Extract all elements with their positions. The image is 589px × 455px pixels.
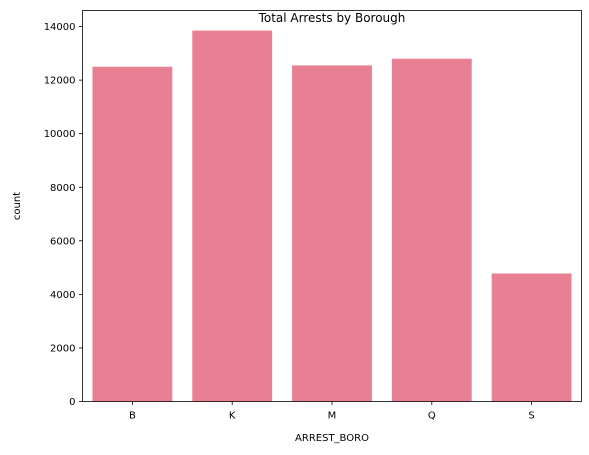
x-tick-label: M xyxy=(328,411,337,422)
y-tick-label: 2000 xyxy=(50,343,75,354)
y-tick-label: 14000 xyxy=(44,22,76,33)
bar-m xyxy=(292,65,372,402)
plot-frame xyxy=(82,10,582,402)
bar-b xyxy=(92,66,173,402)
bar-s xyxy=(491,273,572,402)
y-tick-label: 10000 xyxy=(44,129,76,140)
y-tick-label: 12000 xyxy=(44,76,76,87)
bar-k xyxy=(192,30,273,402)
bars-group xyxy=(92,30,572,402)
x-tick-label: S xyxy=(528,411,534,422)
y-axis: 0 2000 4000 6000 8000 10000 12000 14000 xyxy=(44,22,83,408)
y-axis-label: count xyxy=(12,192,23,220)
y-tick-label: 0 xyxy=(69,397,75,408)
chart-title: Total Arrests by Borough xyxy=(258,11,406,25)
x-tick-label: Q xyxy=(428,411,436,422)
bar-q xyxy=(391,58,472,402)
x-tick-label: B xyxy=(129,411,136,422)
y-tick-label: 6000 xyxy=(50,236,75,247)
x-axis-label: ARREST_BORO xyxy=(295,433,369,444)
y-tick-label: 4000 xyxy=(50,290,75,301)
y-tick-label: 8000 xyxy=(50,183,75,194)
x-tick-label: K xyxy=(229,411,236,422)
